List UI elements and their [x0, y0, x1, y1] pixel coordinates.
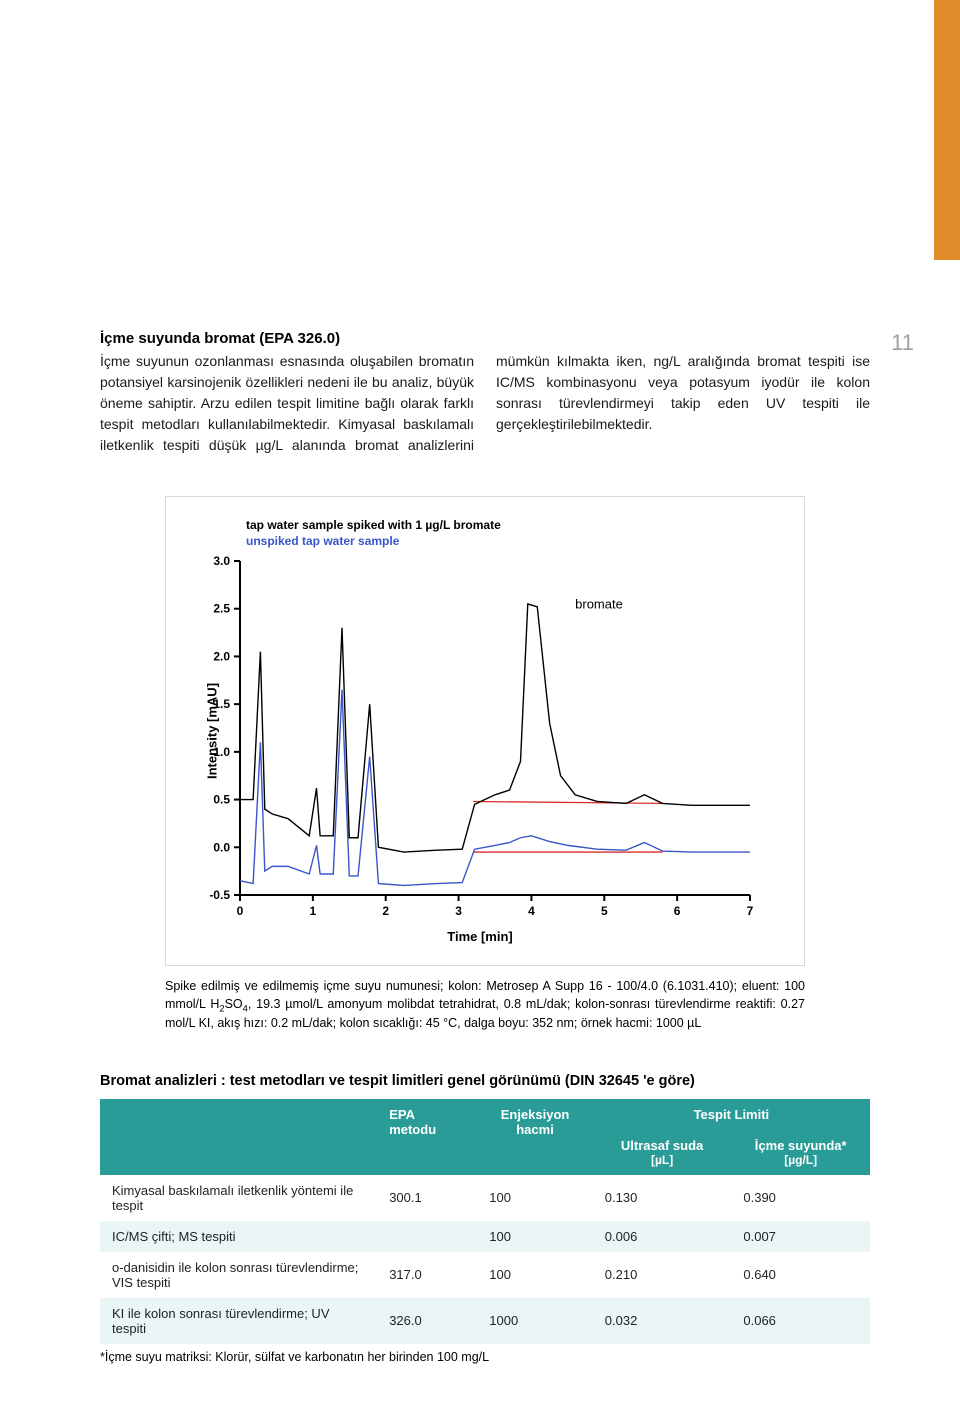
svg-text:7: 7	[747, 904, 754, 918]
svg-text:unspiked tap water sample: unspiked tap water sample	[246, 534, 400, 548]
page-wrapper: 11 İçme suyunda bromat (EPA 326.0) İçme …	[0, 0, 960, 1424]
table-cell: 300.1	[377, 1175, 477, 1221]
th-limb1: İçme suyunda*	[755, 1138, 847, 1153]
table-cell: 0.210	[593, 1252, 732, 1298]
footnote: *İçme suyu matriksi: Klorür, sülfat ve k…	[100, 1350, 870, 1364]
table-cell: o-danisidin ile kolon sonrası türevlendi…	[100, 1252, 377, 1298]
y-axis-label: Intensity [mAU]	[205, 683, 220, 779]
th-epa1: EPA	[389, 1107, 415, 1122]
table-cell: 0.006	[593, 1221, 732, 1252]
table-cell: KI ile kolon sonrası türevlendirme; UV t…	[100, 1298, 377, 1344]
svg-text:2.5: 2.5	[213, 602, 230, 616]
table-body: Kimyasal baskılamalı iletkenlik yöntemi …	[100, 1175, 870, 1344]
svg-text:1: 1	[310, 904, 317, 918]
th-limb2: [µg/L]	[743, 1153, 858, 1167]
table-cell: 100	[477, 1252, 593, 1298]
th-lima1: Ultrasaf suda	[621, 1138, 703, 1153]
svg-text:3: 3	[455, 904, 462, 918]
table-cell: IC/MS çifti; MS tespiti	[100, 1221, 377, 1252]
table-cell: 1000	[477, 1298, 593, 1344]
svg-text:5: 5	[601, 904, 608, 918]
svg-text:0.0: 0.0	[213, 840, 230, 854]
th-lima2: [µL]	[605, 1153, 720, 1167]
table-cell: 0.032	[593, 1298, 732, 1344]
table-cell: 317.0	[377, 1252, 477, 1298]
th-inj2: hacmi	[516, 1122, 554, 1137]
chart-svg: tap water sample spiked with 1 µg/L brom…	[184, 515, 764, 925]
svg-text:-0.5: -0.5	[209, 888, 230, 902]
th-lim-top: Tespit Limiti	[593, 1099, 870, 1130]
table-title: Bromat analizleri : test metodları ve te…	[100, 1073, 870, 1089]
chromatogram-chart: Intensity [mAU] tap water sample spiked …	[165, 496, 805, 966]
svg-text:2: 2	[382, 904, 389, 918]
svg-text:3.0: 3.0	[213, 554, 230, 568]
table-row: KI ile kolon sonrası türevlendirme; UV t…	[100, 1298, 870, 1344]
page-number: 11	[891, 330, 914, 356]
table-row: o-danisidin ile kolon sonrası türevlendi…	[100, 1252, 870, 1298]
section-heading: İçme suyunda bromat (EPA 326.0)	[100, 330, 870, 347]
th-epa2: metodu	[389, 1122, 436, 1137]
paragraph: İçme suyunun ozonlanması esnasında oluşa…	[100, 351, 870, 456]
caption-rest: , 19.3 µmol/L amonyum molibdat tetrahidr…	[165, 997, 805, 1031]
table-row: IC/MS çifti; MS tespiti 1000.0060.007	[100, 1221, 870, 1252]
svg-text:6: 6	[674, 904, 681, 918]
table-cell: Kimyasal baskılamalı iletkenlik yöntemi …	[100, 1175, 377, 1221]
svg-text:0: 0	[237, 904, 244, 918]
table-head: EPA metodu Enjeksiyon hacmi Tespit Limit…	[100, 1099, 870, 1175]
svg-text:2.0: 2.0	[213, 649, 230, 663]
svg-text:4: 4	[528, 904, 535, 918]
table-cell: 0.066	[731, 1298, 870, 1344]
svg-text:0.5: 0.5	[213, 793, 230, 807]
table-cell: 326.0	[377, 1298, 477, 1344]
x-axis-label: Time [min]	[184, 929, 776, 944]
table-row: Kimyasal baskılamalı iletkenlik yöntemi …	[100, 1175, 870, 1221]
methods-table: EPA metodu Enjeksiyon hacmi Tespit Limit…	[100, 1099, 870, 1344]
svg-text:tap water sample spiked with 1: tap water sample spiked with 1 µg/L brom…	[246, 518, 501, 532]
table-cell: 0.130	[593, 1175, 732, 1221]
caption-part2: SO	[225, 997, 243, 1011]
side-tab	[934, 0, 960, 260]
table-cell: 100	[477, 1175, 593, 1221]
svg-text:bromate: bromate	[575, 597, 623, 612]
th-inj1: Enjeksiyon	[501, 1107, 570, 1122]
table-cell: 0.007	[731, 1221, 870, 1252]
table-cell	[377, 1221, 477, 1252]
table-cell: 100	[477, 1221, 593, 1252]
chart-caption: Spike edilmiş ve edilmemiş içme suyu num…	[165, 978, 805, 1033]
table-cell: 0.390	[731, 1175, 870, 1221]
table-cell: 0.640	[731, 1252, 870, 1298]
